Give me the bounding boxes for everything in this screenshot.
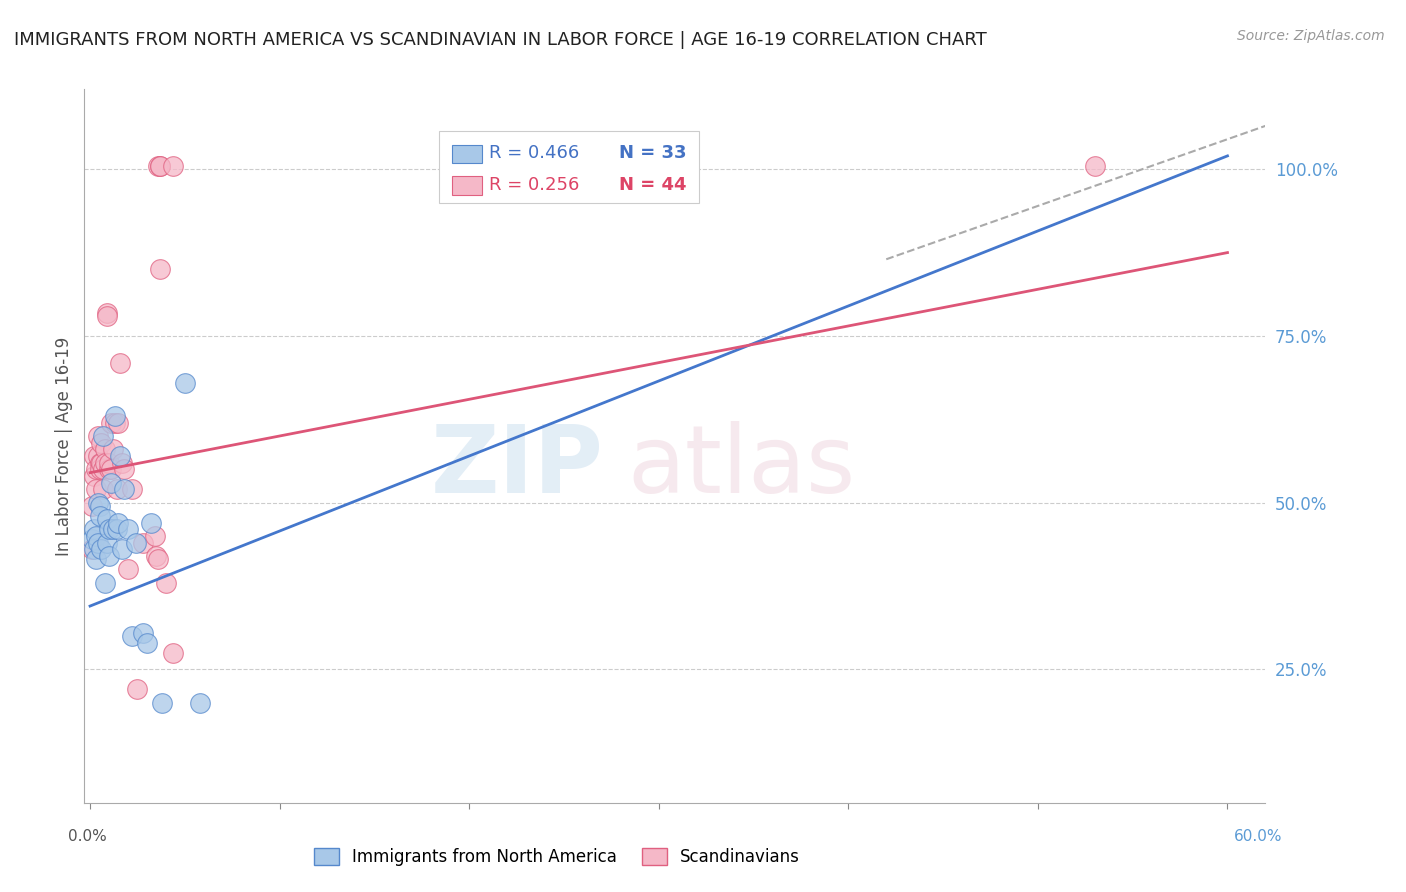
Point [162,646,184,660]
Point [111,542,134,557]
Point [80,499,103,513]
Point [86,535,108,549]
Text: atlas: atlas [627,421,856,514]
Point [121,483,143,497]
Point [117,522,139,536]
FancyBboxPatch shape [451,177,482,194]
Point [155,575,177,590]
Point [98,462,121,476]
Point [89,456,111,470]
Point [145,549,167,563]
Text: ZIP: ZIP [432,421,605,514]
Point [132,625,155,640]
Point [94,442,117,457]
Point [98,522,121,536]
Point [84,483,107,497]
Point [91,462,114,476]
Point [117,562,139,576]
Point [104,409,127,423]
Point [132,535,155,549]
Point [143,529,166,543]
Point [150,696,173,710]
Point [112,483,135,497]
Point [96,535,118,549]
Point [83,449,105,463]
Point [110,356,132,370]
Point [96,305,118,319]
FancyBboxPatch shape [451,145,482,163]
Point [86,496,108,510]
Point [101,442,124,457]
Point [83,542,105,557]
Text: IMMIGRANTS FROM NORTH AMERICA VS SCANDINAVIAN IN LABOR FORCE | AGE 16-19 CORRELA: IMMIGRANTS FROM NORTH AMERICA VS SCANDIN… [14,31,987,49]
Point [112,462,135,476]
Point [149,159,172,173]
Point [90,435,112,450]
Point [86,449,108,463]
Point [80,533,103,547]
Text: Source: ZipAtlas.com: Source: ZipAtlas.com [1237,29,1385,43]
Text: R = 0.466: R = 0.466 [489,145,579,162]
Point [139,516,162,530]
Point [84,552,107,566]
Text: 60.0%: 60.0% [1234,830,1282,844]
Point [105,483,128,497]
Point [100,416,122,430]
Point [111,456,134,470]
Text: N = 44: N = 44 [620,176,688,194]
Y-axis label: In Labor Force | Age 16-19: In Labor Force | Age 16-19 [55,336,73,556]
Point [86,429,108,443]
Point [84,462,107,476]
Point [90,542,112,557]
Point [80,542,103,557]
Point [149,159,172,173]
Point [110,449,132,463]
Point [121,629,143,643]
Point [89,499,111,513]
Point [98,549,121,563]
Point [105,522,128,536]
Point [96,309,118,323]
Point [100,475,122,490]
Point [148,159,170,173]
Point [107,416,129,430]
Point [124,535,146,549]
Point [83,522,105,536]
Point [90,456,112,470]
Legend: Immigrants from North America, Scandinavians: Immigrants from North America, Scandinav… [307,841,807,873]
Point [94,456,117,470]
Point [100,462,122,476]
Point [91,483,114,497]
Point [149,262,172,277]
Point [135,636,157,650]
Point [94,575,117,590]
Text: R = 0.256: R = 0.256 [489,176,579,194]
Point [173,376,195,390]
Point [162,159,184,173]
Point [84,529,107,543]
Point [89,509,111,524]
Point [96,512,118,526]
Point [91,429,114,443]
FancyBboxPatch shape [439,130,699,203]
Point [127,682,149,697]
Point [107,516,129,530]
Point [89,462,111,476]
Point [101,522,124,536]
Point [1084,159,1107,173]
Point [83,469,105,483]
Point [104,416,127,430]
Text: 0.0%: 0.0% [67,830,107,844]
Text: N = 33: N = 33 [620,145,688,162]
Point [148,552,170,566]
Point [98,456,121,470]
Point [188,696,211,710]
